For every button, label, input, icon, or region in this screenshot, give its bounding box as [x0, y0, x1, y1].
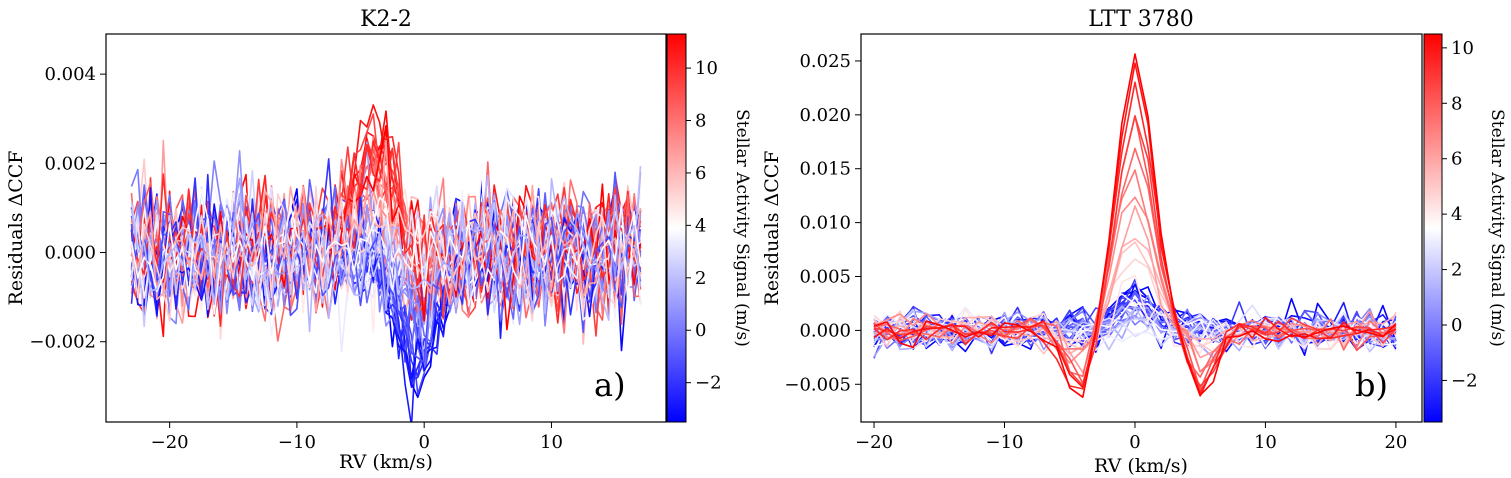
- colorbar-tick-label: 2: [1451, 260, 1462, 281]
- panel-b-letter: b): [1355, 366, 1388, 404]
- x-tick-label: −20: [151, 432, 189, 453]
- colorbar-tick-label: 8: [1451, 93, 1462, 114]
- panel-b: LTT 3780 −20 −10 0 10 20 −0.0050.0000.0050.0…: [761, 7, 1507, 477]
- series-line: [873, 53, 1397, 399]
- colorbar-tick-label: 6: [695, 163, 706, 184]
- series-line: [130, 174, 642, 333]
- y-tick-label: 0.000: [44, 243, 96, 264]
- x-tick-label: −10: [278, 432, 316, 453]
- panel-a-colorbar-label: Stellar Activity Signal (m/s): [732, 109, 752, 347]
- panel-a-colorbar-ticks: −2 0 2 4 6 8 10: [686, 58, 722, 394]
- colorbar-tick-label: 0: [1451, 315, 1462, 336]
- colorbar-tick-label: 10: [695, 58, 718, 79]
- y-tick-label: 0.020: [799, 105, 851, 126]
- colorbar-tick-label: 2: [695, 268, 706, 289]
- y-tick-label: 0.010: [799, 213, 851, 234]
- panel-a-y-ticks: −0.002 0.000 0.002 0.004: [29, 64, 106, 353]
- x-tick-label: 10: [540, 432, 563, 453]
- series-line: [130, 188, 642, 315]
- colorbar-tick-label: 4: [1451, 204, 1462, 225]
- panel-a-x-axis-label: RV (km/s): [339, 451, 433, 473]
- colorbar-tick-label: −2: [1451, 370, 1478, 391]
- panel-a-series: [130, 104, 642, 422]
- series-line: [873, 306, 1397, 359]
- series-line: [130, 140, 642, 313]
- panel-b-x-ticks: −20 −10 0 10 20: [855, 422, 1407, 453]
- x-tick-label: 0: [1129, 432, 1140, 453]
- x-tick-label: 20: [1384, 432, 1407, 453]
- colorbar-tick-label: 8: [695, 111, 706, 132]
- x-tick-label: 0: [418, 432, 429, 453]
- panel-a-colorbar: −2 0 2 4 6 8 10 Stellar Activity Signal (m/s): [666, 33, 752, 423]
- panel-a-axes-frame: [105, 33, 667, 423]
- series-line: [873, 115, 1397, 387]
- panel-a-colorbar-gradient: [666, 33, 687, 423]
- y-tick-label: 0.000: [799, 320, 851, 341]
- panel-b-title: LTT 3780: [1088, 7, 1194, 32]
- x-tick-label: −20: [855, 432, 893, 453]
- colorbar-tick-label: −2: [695, 373, 722, 394]
- y-tick-label: −0.002: [29, 332, 96, 353]
- panel-b-series: [873, 53, 1397, 399]
- series-line: [130, 150, 642, 364]
- series-line: [873, 293, 1397, 353]
- panel-b-colorbar: −2 0 2 4 6 8 10 Stellar Activity Signal (m/s): [1423, 33, 1507, 423]
- y-tick-label: 0.002: [44, 153, 96, 174]
- x-tick-label: −10: [986, 432, 1024, 453]
- panel-b-x-axis-label: RV (km/s): [1094, 455, 1188, 477]
- y-tick-label: 0.005: [799, 267, 851, 288]
- series-line: [873, 296, 1396, 349]
- panel-b-colorbar-gradient: [1423, 33, 1443, 423]
- colorbar-tick-label: 6: [1451, 149, 1462, 170]
- panel-a-letter: a): [594, 366, 626, 404]
- panel-a-y-axis-label: Residuals ΔCCF: [5, 151, 27, 306]
- colorbar-tick-label: 0: [695, 320, 706, 341]
- x-tick-label: 10: [1254, 432, 1277, 453]
- panel-a-x-ticks: −20 −10 0 10: [151, 422, 563, 453]
- panel-b-y-axis-label: Residuals ΔCCF: [761, 151, 783, 306]
- y-tick-label: 0.004: [44, 64, 96, 85]
- panel-b-colorbar-label: Stellar Activity Signal (m/s): [1487, 109, 1507, 347]
- y-tick-label: 0.025: [799, 51, 851, 72]
- series-line: [873, 169, 1397, 373]
- y-tick-label: 0.015: [799, 159, 851, 180]
- series-line: [873, 274, 1397, 354]
- panel-b-colorbar-ticks: −2 0 2 4 6 8 10: [1442, 38, 1478, 391]
- colorbar-tick-label: 4: [695, 215, 706, 236]
- series-line: [873, 237, 1397, 355]
- panel-a-title: K2-2: [360, 7, 412, 32]
- y-tick-label: −0.005: [784, 374, 851, 395]
- panel-b-y-ticks: −0.005 0.000 0.005 0.010 0.015 0.020 0.025: [784, 51, 861, 395]
- colorbar-tick-label: 10: [1451, 38, 1474, 59]
- panel-b-axes-frame: [860, 33, 1423, 423]
